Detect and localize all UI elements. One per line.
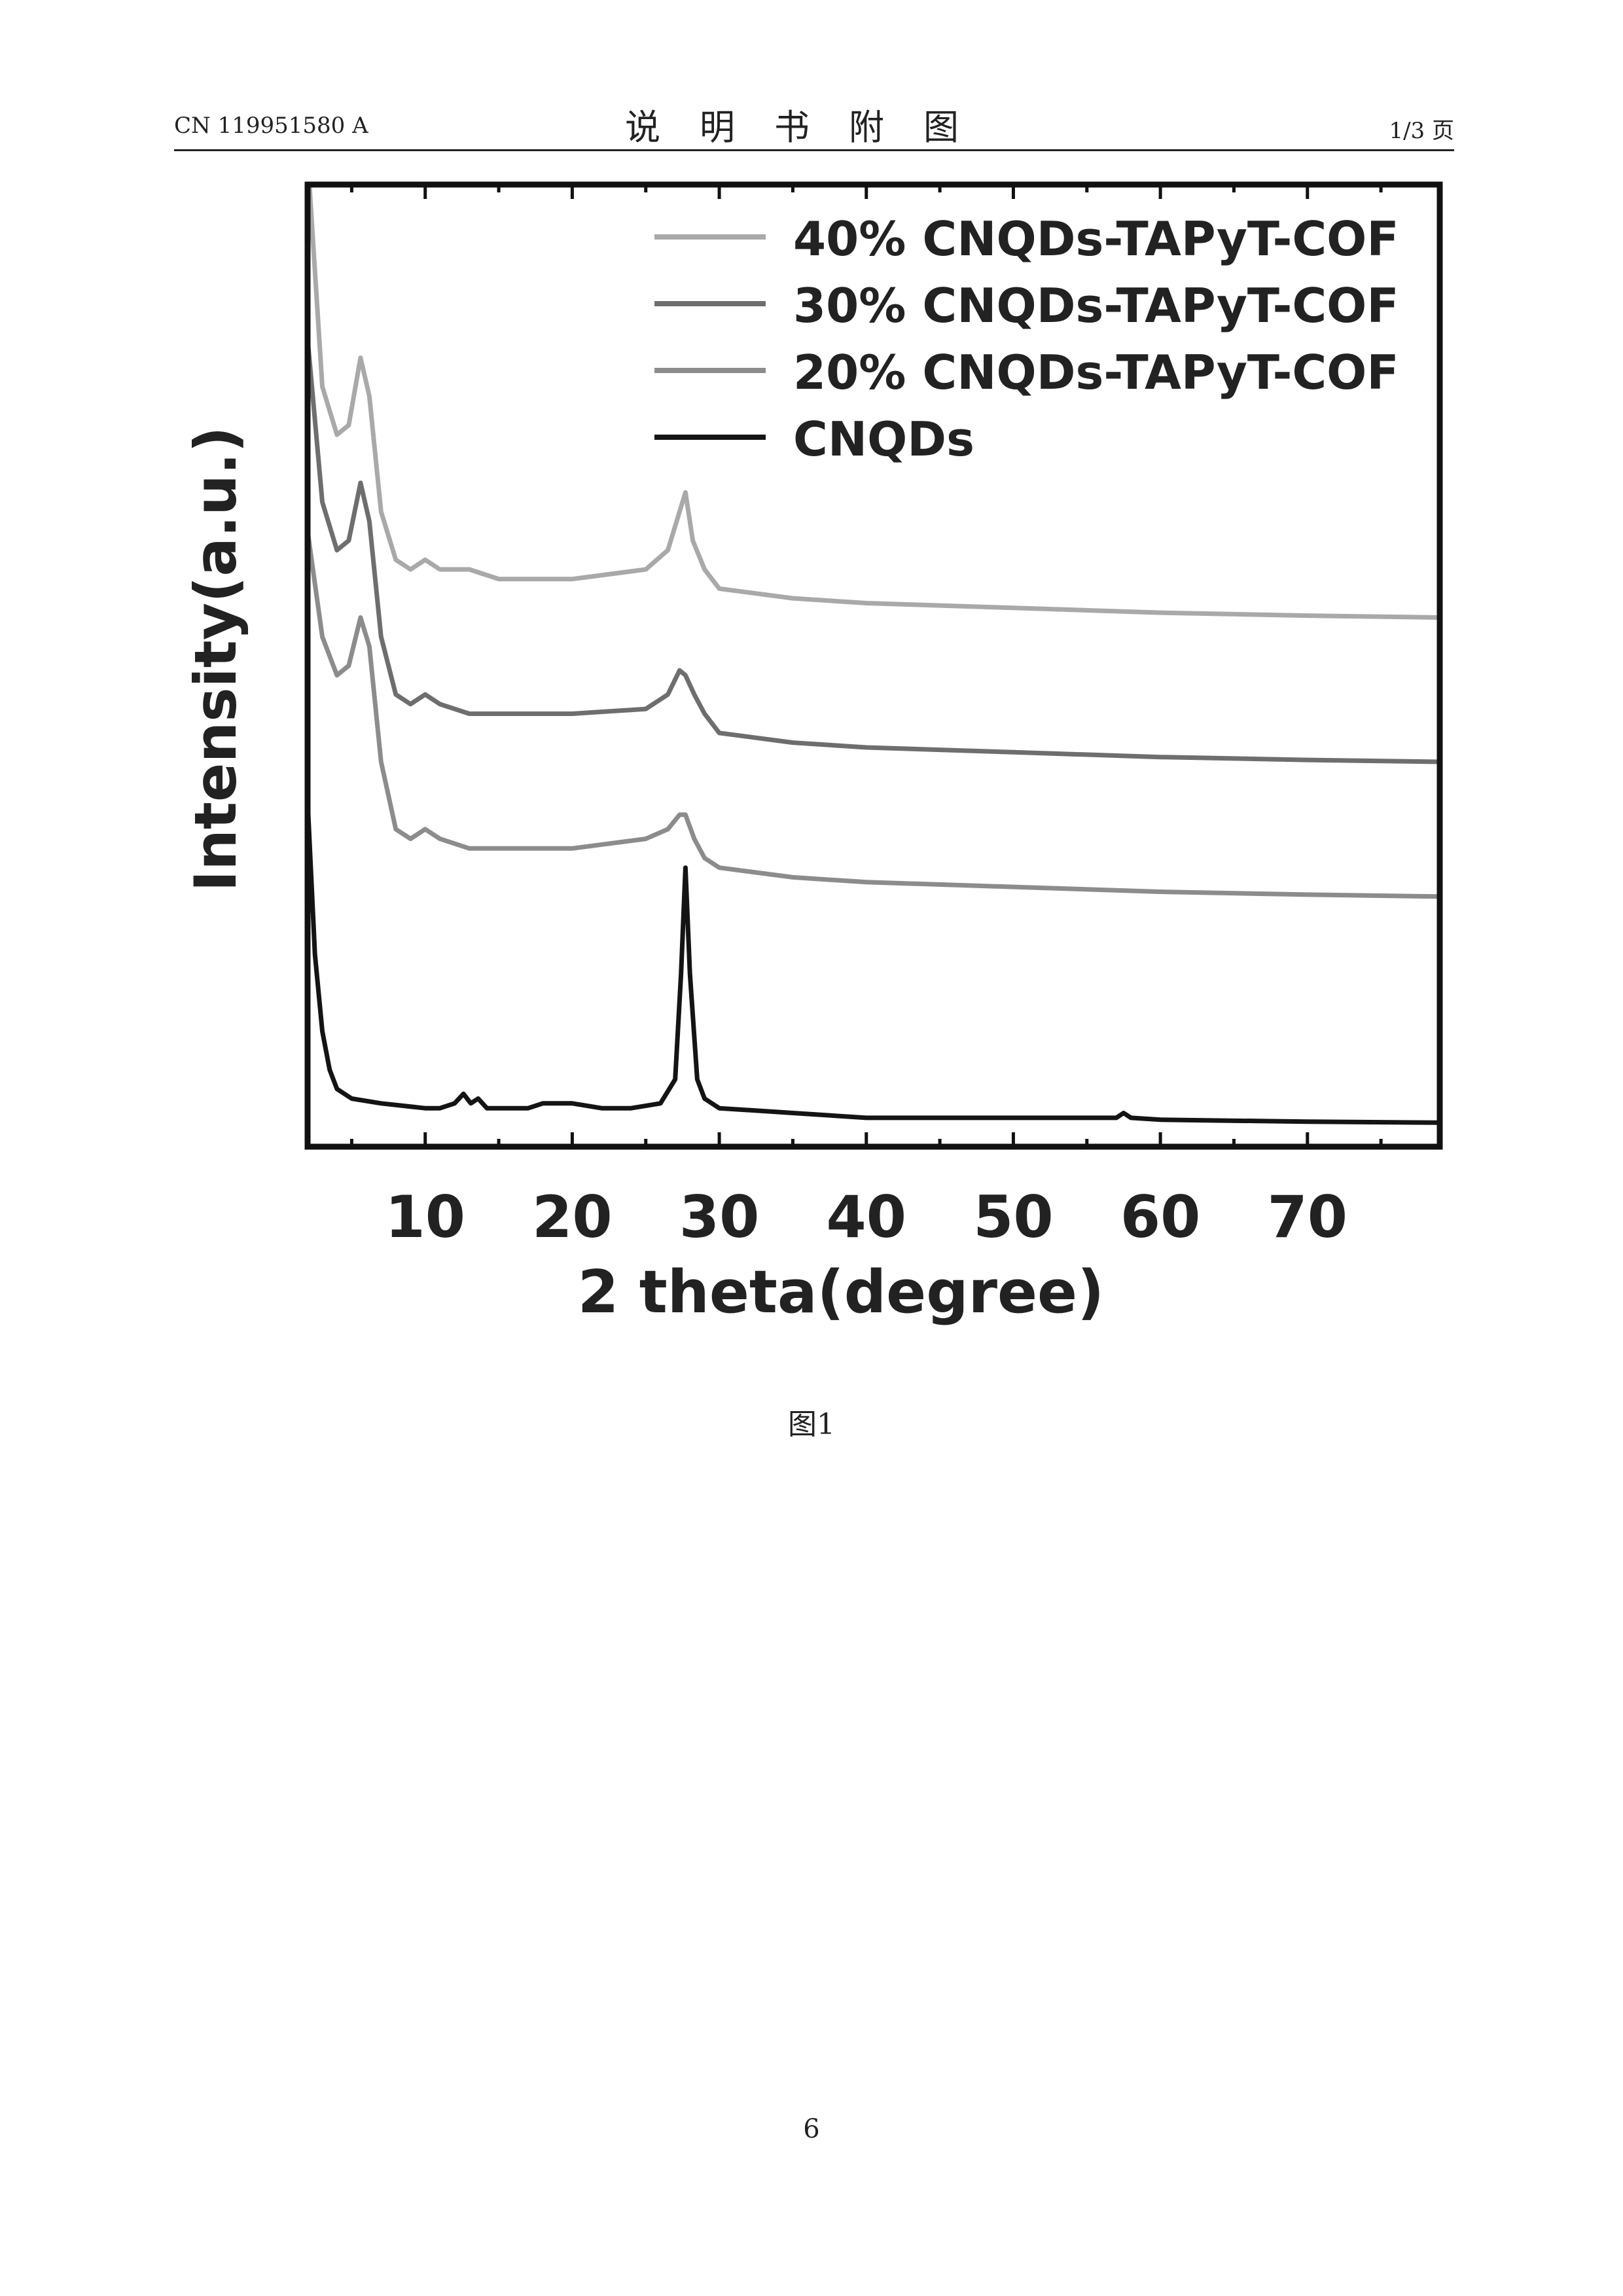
x-axis-label: 2 theta(degree) bbox=[578, 1258, 1104, 1327]
x-tick-label: 50 bbox=[973, 1183, 1053, 1251]
x-tick-label: 10 bbox=[385, 1183, 465, 1251]
legend-label-3: 20% CNQDs-TAPyT-COF bbox=[793, 345, 1399, 400]
page-number: 6 bbox=[0, 2114, 1623, 2144]
x-tick-label: 40 bbox=[827, 1183, 906, 1251]
x-tick-label: 70 bbox=[1268, 1183, 1347, 1251]
legend-label-1: 40% CNQDs-TAPyT-COF bbox=[793, 211, 1399, 266]
x-tick-label: 60 bbox=[1120, 1183, 1200, 1251]
x-tick-label: 20 bbox=[532, 1183, 612, 1251]
legend-label-2: 30% CNQDs-TAPyT-COF bbox=[793, 278, 1399, 333]
xrd-chart: 10 20 30 40 50 60 70 2 theta(degree) Intensity(a… bbox=[0, 0, 1623, 1374]
series-line-2 bbox=[308, 338, 1440, 762]
x-tick-label: 30 bbox=[679, 1183, 759, 1251]
legend-label-4: CNQDs bbox=[793, 412, 974, 467]
y-axis-label: Intensity(a.u.) bbox=[182, 426, 249, 891]
figure-caption: 图1 bbox=[0, 1401, 1623, 1443]
